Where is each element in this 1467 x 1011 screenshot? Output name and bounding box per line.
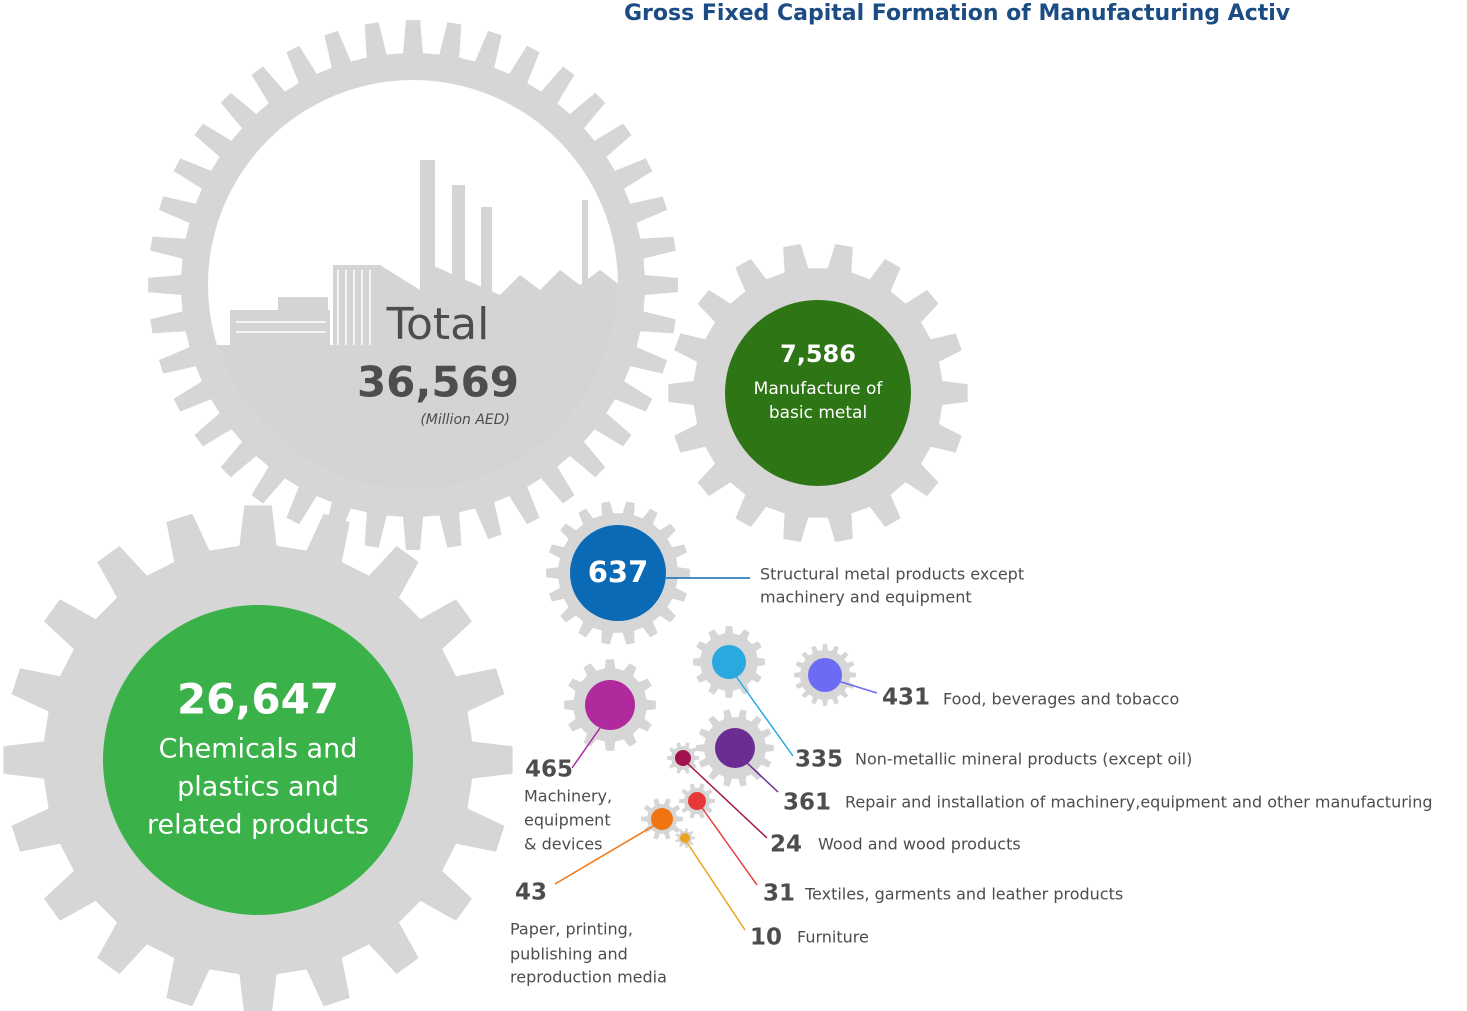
label: publishing and [510, 945, 628, 964]
gear-center [680, 833, 690, 843]
value: 7,586 [780, 340, 856, 368]
value: 26,647 [177, 675, 339, 724]
value: 637 [588, 555, 649, 589]
leader-line [686, 841, 745, 930]
infographic: Gross Fixed Capital Formation of Manufac… [0, 0, 1467, 1011]
gear-center [585, 680, 635, 730]
gear-center [715, 728, 755, 768]
value: 335 [795, 747, 843, 773]
gear-center [808, 658, 842, 692]
gear-center [651, 808, 673, 830]
label: Wood and wood products [818, 835, 1021, 854]
gear-center [712, 645, 746, 679]
value: 361 [783, 790, 831, 816]
total-label: Total [386, 299, 490, 350]
label: Repair and installation of machinery,equ… [845, 793, 1433, 812]
label: & devices [524, 835, 602, 854]
leader-line [700, 805, 757, 885]
label: Non-metallic mineral products (except oi… [855, 750, 1192, 769]
label: Furniture [797, 928, 869, 947]
title: Gross Fixed Capital Formation of Manufac… [624, 1, 1291, 26]
total-value: 36,569 [357, 358, 519, 407]
total-unit: (Million AED) [420, 412, 510, 428]
label: plastics and [177, 772, 339, 803]
gears [3, 20, 967, 1011]
label: Paper, printing, [510, 920, 633, 939]
label: Textiles, garments and leather products [804, 885, 1123, 904]
label: basic metal [769, 403, 867, 423]
value: 10 [750, 925, 782, 951]
value: 24 [770, 832, 802, 858]
label: machinery and equipment [760, 588, 972, 607]
gear-center [688, 792, 706, 810]
label: Structural metal products except [760, 565, 1024, 584]
leader-line [745, 761, 778, 792]
label: Manufacture of [754, 379, 884, 399]
label: Chemicals and [159, 734, 358, 765]
value: 431 [882, 685, 930, 711]
leader-line [572, 728, 600, 768]
label: Machinery, [524, 787, 612, 806]
label: equipment [524, 811, 611, 830]
label: Food, beverages and tobacco [943, 690, 1179, 709]
label: reproduction media [510, 968, 667, 987]
value: 43 [515, 880, 547, 906]
label: related products [147, 810, 369, 841]
value: 31 [763, 881, 795, 907]
value: 465 [525, 757, 573, 783]
